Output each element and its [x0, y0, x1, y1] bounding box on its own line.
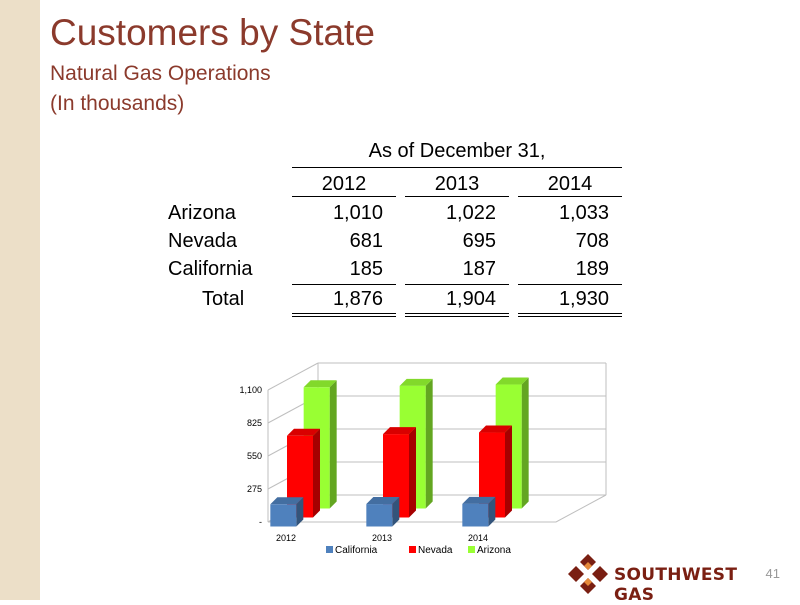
header-rule-2013	[405, 196, 509, 197]
bar-california-2014	[462, 503, 489, 527]
caption-rule	[292, 167, 622, 168]
bar-side-california-2013	[392, 497, 400, 527]
bar-side-arizona-2014	[521, 377, 529, 509]
cell-nevada-2014: 708	[575, 230, 609, 252]
bar-top-nevada-2013	[383, 427, 416, 435]
cell-total-2012: 1,876	[332, 288, 383, 310]
subtotal-rule-2013	[405, 284, 509, 285]
cell-california-2013: 187	[462, 258, 496, 280]
bar-side-arizona-2013	[425, 378, 433, 509]
cell-nevada-2012: 681	[349, 230, 383, 252]
total-double-rule-2014-a	[518, 313, 622, 314]
x-tick-label: 2014	[468, 533, 488, 543]
y-tick-label: 1,100	[239, 385, 262, 395]
bar-side-nevada-2014	[505, 425, 512, 518]
total-double-rule-2013-a	[405, 313, 509, 314]
page-subtitle: Natural Gas Operations	[50, 62, 271, 85]
table-caption: As of December 31,	[368, 140, 546, 162]
legend-label-arizona: Arizona	[477, 545, 511, 556]
bar-california-2013	[366, 504, 393, 527]
unit-note: (In thousands)	[50, 92, 185, 115]
bar-top-california-2014	[462, 496, 496, 504]
cell-total-2014: 1,930	[558, 288, 609, 310]
cell-california-2012: 185	[349, 258, 383, 280]
y-tick-label: 275	[247, 484, 262, 494]
column-header-2013: 2013	[434, 173, 480, 195]
page-number: 41	[765, 566, 780, 581]
cell-arizona-2012: 1,010	[332, 202, 383, 224]
bar-top-arizona-2012	[303, 380, 337, 388]
legend-label-nevada: Nevada	[418, 545, 453, 556]
total-double-rule-2013-b	[405, 316, 509, 317]
total-double-rule-2012-a	[292, 313, 396, 314]
column-header-2012: 2012	[321, 173, 367, 195]
y-tick-label: 550	[247, 451, 262, 461]
total-double-rule-2012-b	[292, 316, 396, 317]
bar-side-nevada-2012	[313, 428, 320, 518]
legend-swatch-nevada	[409, 546, 416, 553]
x-tick-label: 2013	[372, 533, 392, 543]
bar-california-2012	[270, 504, 297, 527]
page-title: Customers by State	[50, 12, 375, 53]
southwest-gas-emblem-icon	[568, 554, 608, 594]
bar-side-nevada-2013	[409, 427, 416, 518]
gridline-side	[267, 362, 319, 391]
cell-arizona-2013: 1,022	[445, 202, 496, 224]
column-header-2014: 2014	[547, 173, 593, 195]
row-label-california: California	[168, 258, 253, 280]
bar-top-arizona-2013	[399, 378, 433, 386]
y-tick-label: 825	[247, 418, 262, 428]
bar-side-california-2014	[488, 496, 496, 527]
x-tick-label: 2012	[276, 533, 296, 543]
y-tick-label: -	[259, 517, 262, 527]
total-double-rule-2014-b	[518, 316, 622, 317]
cell-california-2014: 189	[575, 258, 609, 280]
subtotal-rule-2014	[518, 284, 622, 285]
legend-label-california: California	[335, 545, 378, 556]
legend-swatch-california	[326, 546, 333, 553]
bar-top-arizona-2014	[495, 377, 529, 385]
bar-side-arizona-2012	[329, 380, 337, 509]
bar-side-california-2012	[296, 497, 304, 527]
logo-wordmark: SOUTHWEST GAS	[614, 565, 738, 605]
bar-top-california-2013	[366, 497, 400, 505]
header-rule-2014	[518, 196, 622, 197]
cell-total-2013: 1,904	[445, 288, 496, 310]
cell-nevada-2013: 695	[462, 230, 496, 252]
row-label-arizona: Arizona	[168, 202, 236, 224]
bar-top-nevada-2012	[287, 428, 320, 436]
header-rule-2012	[292, 196, 396, 197]
cell-arizona-2014: 1,033	[558, 202, 609, 224]
subtotal-rule-2012	[292, 284, 396, 285]
southwest-gas-logo: SOUTHWEST GAS	[566, 552, 766, 605]
bar-top-nevada-2014	[479, 425, 512, 433]
legend-swatch-arizona	[468, 546, 475, 553]
row-label-nevada: Nevada	[168, 230, 237, 252]
row-label-total: Total	[202, 288, 245, 310]
bar-top-california-2012	[270, 497, 304, 505]
left-accent-bar	[0, 0, 40, 600]
